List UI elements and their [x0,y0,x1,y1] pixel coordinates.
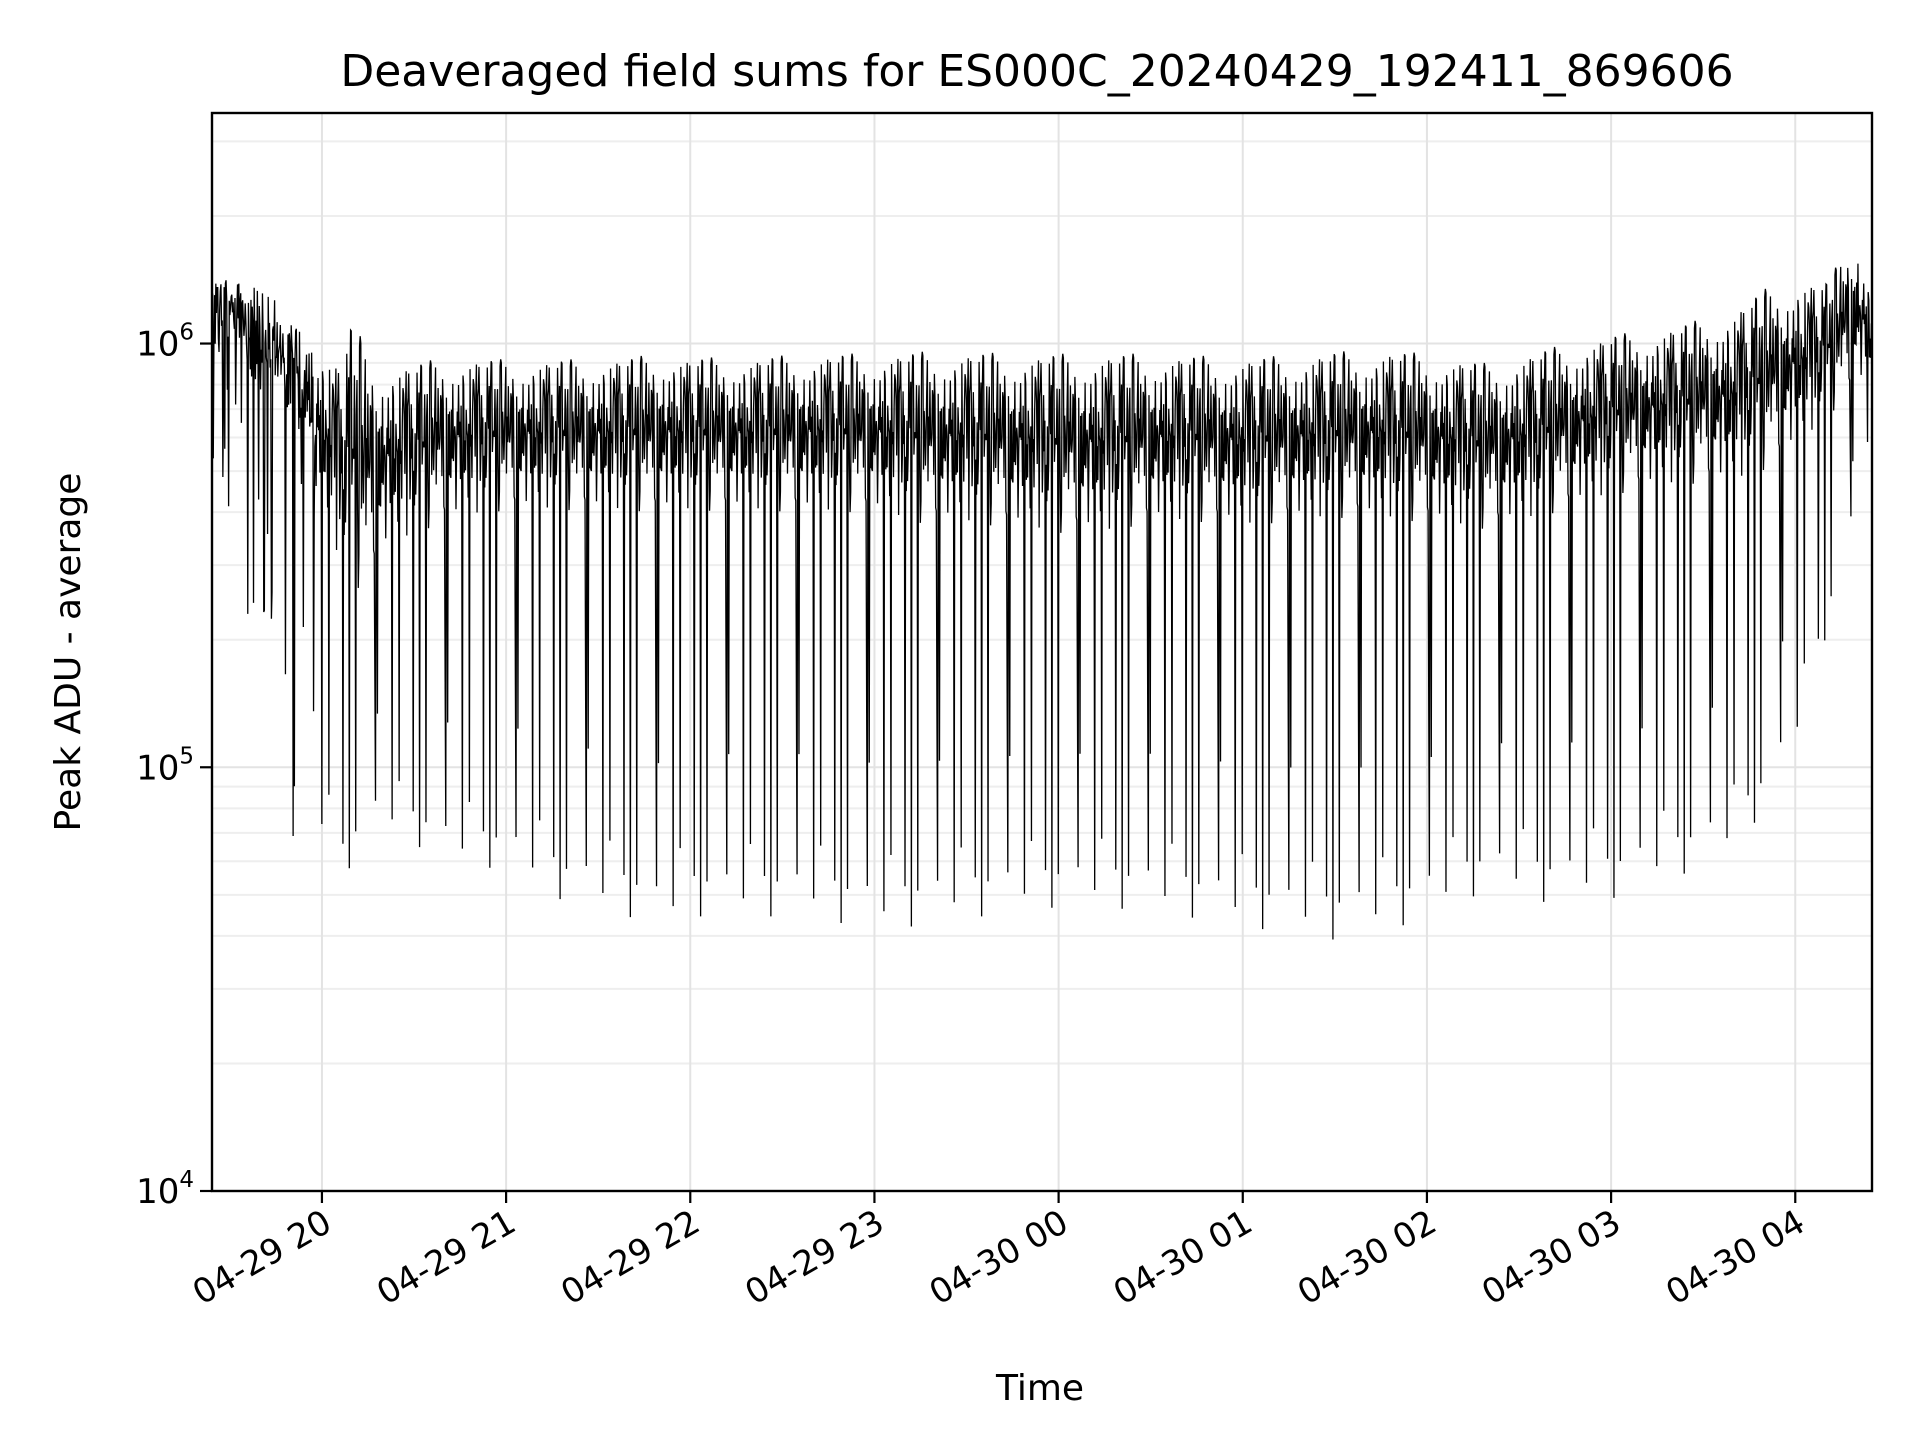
y-tick-label: 106 [136,320,194,365]
x-tick-label: 04-29 21 [370,1202,522,1313]
y-tick-label: 105 [136,743,194,788]
chart-title: Deaveraged field sums for ES000C_2024042… [340,46,1733,97]
x-tick-label: 04-29 22 [554,1202,706,1313]
x-tick-label: 04-30 01 [1107,1202,1259,1313]
x-tick-label: 04-30 00 [923,1202,1075,1313]
x-tick-label: 04-29 23 [739,1202,891,1313]
y-axis: 104 105 106 [136,320,212,1212]
y-tick-label: 104 [136,1167,194,1212]
series-layer [211,263,1873,940]
plot-frame [210,111,1874,1193]
x-tick-label: 04-30 02 [1291,1202,1443,1313]
x-axis: 04-29 20 04-29 21 04-29 22 04-29 23 04-30 00… [186,1191,1812,1313]
y-axis-label: Peak ADU - average [48,473,89,832]
x-tick-label: 04-30 03 [1475,1202,1627,1313]
x-tick-label: 04-30 04 [1659,1202,1811,1313]
x-tick-label: 04-29 20 [186,1202,338,1313]
grid [212,113,1872,1192]
x-axis-label: Time [995,1368,1084,1409]
series-line [211,263,1873,940]
